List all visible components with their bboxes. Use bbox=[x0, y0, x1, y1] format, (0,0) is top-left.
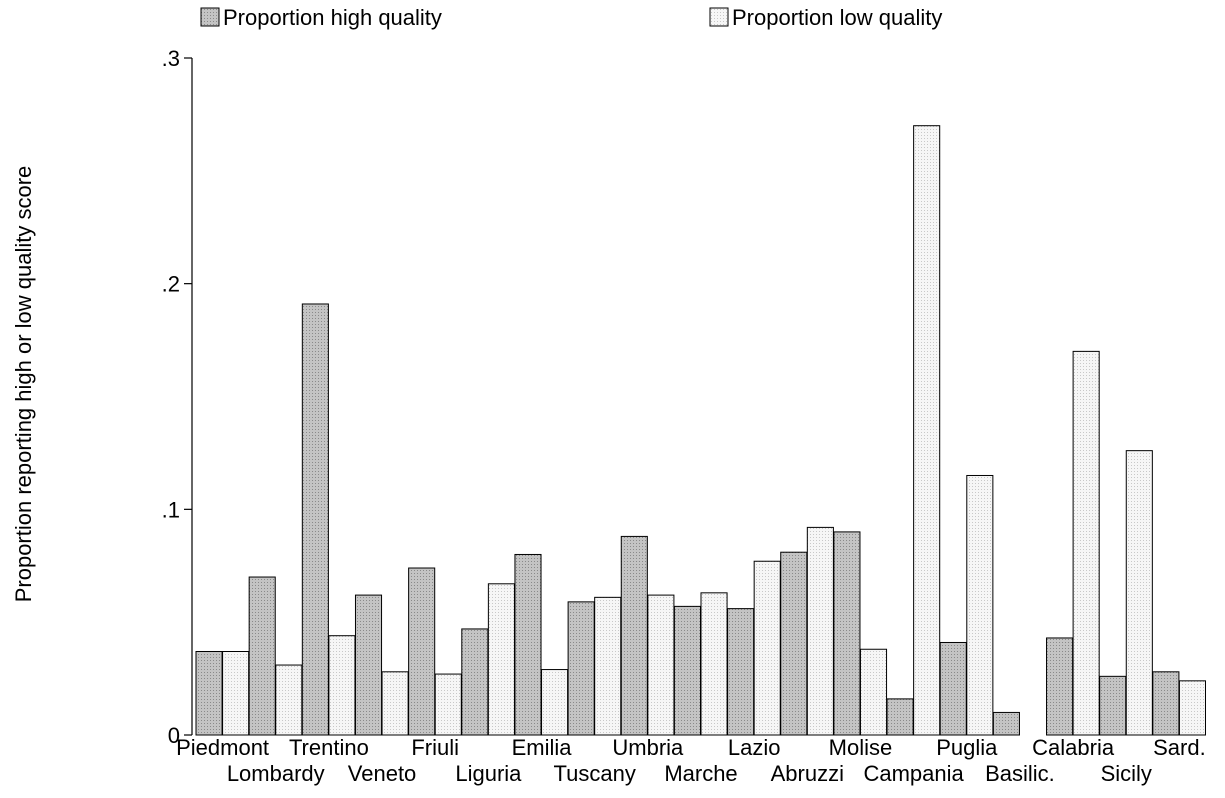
y-tick-label: .3 bbox=[162, 46, 180, 71]
category-label: Molise bbox=[829, 735, 893, 760]
category-label: Emilia bbox=[512, 735, 573, 760]
category-label: Veneto bbox=[348, 761, 417, 786]
bar-high-campania bbox=[886, 698, 914, 736]
bar-high-friuli bbox=[408, 567, 436, 736]
legend-label-high: Proportion high quality bbox=[223, 5, 442, 30]
bar-low-abruzzi bbox=[806, 526, 834, 736]
bar-low-trentino bbox=[328, 635, 356, 736]
bar-high-liguria bbox=[461, 628, 489, 736]
bar-low-lazio bbox=[753, 560, 781, 736]
y-tick-label: .1 bbox=[162, 497, 180, 522]
bar-low-puglia bbox=[966, 474, 994, 736]
bar-low-campania bbox=[913, 125, 941, 736]
bar-low-emilia bbox=[541, 669, 569, 736]
category-label: Abruzzi bbox=[771, 761, 844, 786]
category-label: Umbria bbox=[612, 735, 684, 760]
bar-high-marche bbox=[673, 605, 701, 736]
legend-swatch-low bbox=[709, 7, 729, 27]
bar-high-umbria bbox=[620, 535, 648, 736]
bar-low-calabria bbox=[1072, 350, 1100, 736]
category-label: Puglia bbox=[936, 735, 998, 760]
bar-high-tuscany bbox=[567, 601, 595, 736]
bar-high-calabria bbox=[1046, 637, 1074, 736]
bar-low-molise bbox=[859, 648, 888, 736]
category-label: Piedmont bbox=[176, 735, 269, 760]
legend-label-low: Proportion low quality bbox=[732, 5, 942, 30]
bar-high-emilia bbox=[514, 553, 542, 736]
bars bbox=[195, 125, 1207, 736]
bar-high-lombardy bbox=[248, 576, 276, 736]
category-label: Calabria bbox=[1032, 735, 1115, 760]
bar-high-veneto bbox=[354, 594, 383, 736]
bar-high-sicily bbox=[1099, 675, 1127, 736]
bar-high-abruzzi bbox=[780, 551, 808, 736]
legend: Proportion high quality Proportion low q… bbox=[200, 5, 942, 30]
category-label: Marche bbox=[664, 761, 737, 786]
legend-swatch-high bbox=[200, 7, 220, 27]
category-label: Lombardy bbox=[227, 761, 325, 786]
y-tick-label: .2 bbox=[162, 272, 180, 297]
bar-high-puglia bbox=[939, 641, 967, 736]
bar-high-basilic bbox=[992, 711, 1020, 736]
y-tick-label: 0 bbox=[168, 723, 180, 748]
y-axis-ticks: 0 .1 .2 .3 bbox=[162, 46, 192, 748]
category-label: Campania bbox=[863, 761, 964, 786]
bar-low-tuscany bbox=[594, 596, 622, 736]
category-labels: PiedmontLombardyTrentinoVenetoFriuliLigu… bbox=[176, 735, 1206, 786]
category-label: Sard. bbox=[1153, 735, 1206, 760]
bar-low-friuli bbox=[434, 673, 462, 736]
category-label: Liguria bbox=[455, 761, 522, 786]
category-label: Lazio bbox=[728, 735, 781, 760]
bar-low-sicily bbox=[1125, 450, 1153, 736]
bar-high-molise bbox=[833, 531, 861, 736]
bar-high-lazio bbox=[727, 608, 755, 736]
bar-low-piedmont bbox=[222, 651, 250, 736]
bar-low-umbria bbox=[647, 594, 675, 736]
category-label: Trentino bbox=[289, 735, 369, 760]
category-label: Basilic. bbox=[985, 761, 1055, 786]
bar-high-piedmont bbox=[195, 651, 223, 736]
bar-low-marche bbox=[700, 592, 728, 736]
category-label: Sicily bbox=[1101, 761, 1152, 786]
bar-low-liguria bbox=[487, 583, 515, 736]
bar-high-trentino bbox=[301, 303, 329, 736]
y-axis-title: Proportion reporting high or low quality… bbox=[11, 166, 36, 603]
bar-low-lombardy bbox=[275, 664, 303, 736]
category-label: Friuli bbox=[411, 735, 459, 760]
category-label: Tuscany bbox=[554, 761, 636, 786]
bar-low-sard bbox=[1178, 680, 1207, 736]
bar-low-veneto bbox=[381, 671, 409, 736]
bar-high-sard bbox=[1152, 671, 1180, 736]
